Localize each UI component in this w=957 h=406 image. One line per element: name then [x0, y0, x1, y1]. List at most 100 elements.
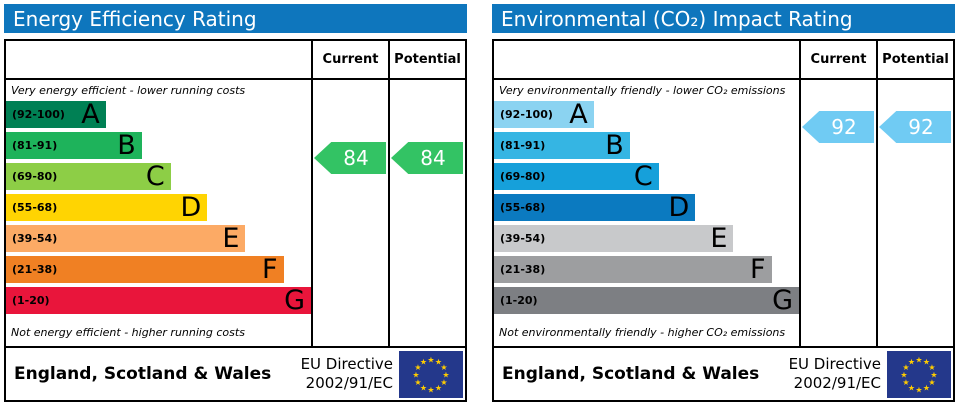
eu-directive-label: EU Directive 2002/91/EC — [788, 355, 881, 392]
svg-text:★: ★ — [440, 378, 447, 387]
eu-flag-stars: ★ ★ ★ ★ ★ ★ ★ ★ ★ ★ ★ ★ — [900, 355, 937, 394]
band-range: (39-54) — [500, 232, 546, 245]
footer-row: England, Scotland & Wales EU Directive 2… — [494, 346, 953, 400]
svg-text:★: ★ — [427, 385, 434, 394]
band-range: (55-68) — [12, 201, 58, 214]
top-caption: Very energy efficient - lower running co… — [11, 84, 246, 97]
rating-scale-area: Very energy efficient - lower running co… — [6, 80, 465, 346]
svg-text:★: ★ — [930, 370, 937, 379]
svg-text:★: ★ — [915, 385, 922, 394]
energy-chart-title: Energy Efficiency Rating — [4, 4, 467, 33]
band-range: (21-38) — [12, 263, 58, 276]
band-row-f: (21-38) F — [6, 256, 284, 283]
band-range: (39-54) — [12, 232, 58, 245]
band-letter: C — [633, 161, 653, 192]
svg-text:★: ★ — [928, 378, 935, 387]
svg-text:★: ★ — [420, 357, 427, 366]
band-row-c: (69-80) C — [6, 163, 171, 190]
band-letter: E — [710, 223, 728, 254]
band-letter: A — [569, 99, 588, 130]
potential-value-column: 84 — [388, 80, 465, 346]
band-range: (69-80) — [12, 170, 58, 183]
svg-text:★: ★ — [414, 363, 421, 372]
svg-text:★: ★ — [902, 378, 909, 387]
potential-rating-arrow: 92 — [879, 111, 951, 143]
svg-text:★: ★ — [923, 357, 930, 366]
eu-flag-icon: ★ ★ ★ ★ ★ ★ ★ ★ ★ ★ ★ ★ — [887, 350, 951, 398]
band-row-b: (81-91) B — [6, 132, 142, 159]
svg-text:★: ★ — [902, 363, 909, 372]
current-value-column: 92 — [799, 80, 876, 346]
current-rating-value: 92 — [831, 115, 857, 139]
band-range: (81-91) — [12, 139, 58, 152]
band-row-c: (69-80) C — [494, 163, 659, 190]
svg-text:★: ★ — [440, 363, 447, 372]
band-letter: G — [284, 285, 305, 316]
band-row-b: (81-91) B — [494, 132, 630, 159]
bottom-caption: Not environmentally friendly - higher CO… — [499, 326, 786, 339]
energy-efficiency-chart: Energy Efficiency Rating Current Potenti… — [4, 4, 467, 402]
band-range: (1-20) — [12, 294, 50, 307]
current-rating-arrow: 84 — [314, 142, 386, 174]
svg-text:★: ★ — [908, 383, 915, 392]
current-column-header: Current — [799, 41, 876, 78]
band-row-d: (55-68) D — [6, 194, 208, 221]
header-spacer — [6, 41, 311, 78]
svg-text:★: ★ — [442, 370, 449, 379]
svg-text:★: ★ — [928, 363, 935, 372]
potential-column-header: Potential — [876, 41, 953, 78]
potential-rating-value: 84 — [420, 146, 446, 170]
svg-text:★: ★ — [427, 355, 434, 364]
band-row-a: (92-100) A — [6, 101, 106, 128]
current-rating-value: 84 — [343, 146, 369, 170]
band-row-a: (92-100) A — [494, 101, 594, 128]
page-title: Environmental (CO₂) Impact Rating — [501, 6, 853, 31]
top-caption: Very environmentally friendly - lower CO… — [499, 84, 786, 97]
band-row-e: (39-54) E — [494, 223, 734, 254]
svg-text:★: ★ — [420, 383, 427, 392]
band-range: (81-91) — [500, 139, 546, 152]
band-letter: B — [117, 130, 136, 161]
band-range: (1-20) — [500, 294, 538, 307]
eu-flag-stars: ★ ★ ★ ★ ★ ★ ★ ★ ★ ★ ★ ★ — [412, 355, 449, 394]
region-label: England, Scotland & Wales — [14, 364, 272, 384]
current-column-header: Current — [311, 41, 388, 78]
svg-text:★: ★ — [908, 357, 915, 366]
band-letter: B — [605, 130, 624, 161]
region-label: England, Scotland & Wales — [502, 364, 760, 384]
band-range: (21-38) — [500, 263, 546, 276]
column-header-row: Current Potential — [494, 41, 953, 80]
svg-text:★: ★ — [414, 378, 421, 387]
band-range: (92-100) — [12, 108, 65, 121]
band-row-f: (21-38) F — [494, 256, 772, 283]
band-letter: G — [772, 285, 793, 316]
potential-column-header: Potential — [388, 41, 465, 78]
band-letter: D — [668, 192, 690, 223]
eu-flag-icon: ★ ★ ★ ★ ★ ★ ★ ★ ★ ★ ★ ★ — [399, 350, 463, 398]
current-rating-arrow: 92 — [802, 111, 874, 143]
footer-row: England, Scotland & Wales EU Directive 2… — [6, 346, 465, 400]
band-row-g: (1-20) G — [494, 287, 799, 314]
potential-rating-arrow: 84 — [391, 142, 463, 174]
eu-directive-label: EU Directive 2002/91/EC — [300, 355, 393, 392]
environmental-impact-chart: Environmental (CO₂) Impact Rating Curren… — [492, 4, 955, 402]
band-range: (55-68) — [500, 201, 546, 214]
svg-text:★: ★ — [412, 370, 419, 379]
potential-rating-value: 92 — [908, 115, 934, 139]
band-range: (69-80) — [500, 170, 546, 183]
environmental-chart-table: Current Potential Very environmentally f… — [492, 39, 955, 402]
svg-text:★: ★ — [900, 370, 907, 379]
svg-text:★: ★ — [915, 355, 922, 364]
column-header-row: Current Potential — [6, 41, 465, 80]
svg-text:★: ★ — [435, 383, 442, 392]
potential-value-column: 92 — [876, 80, 953, 346]
svg-text:★: ★ — [435, 357, 442, 366]
band-row-d: (55-68) D — [494, 192, 696, 223]
page-title: Energy Efficiency Rating — [13, 6, 257, 31]
environmental-chart-title: Environmental (CO₂) Impact Rating — [492, 4, 955, 33]
band-row-g: (1-20) G — [6, 287, 311, 314]
bands-column: Very environmentally friendly - lower CO… — [494, 80, 799, 346]
current-value-column: 84 — [311, 80, 388, 346]
band-letter: F — [750, 254, 766, 285]
